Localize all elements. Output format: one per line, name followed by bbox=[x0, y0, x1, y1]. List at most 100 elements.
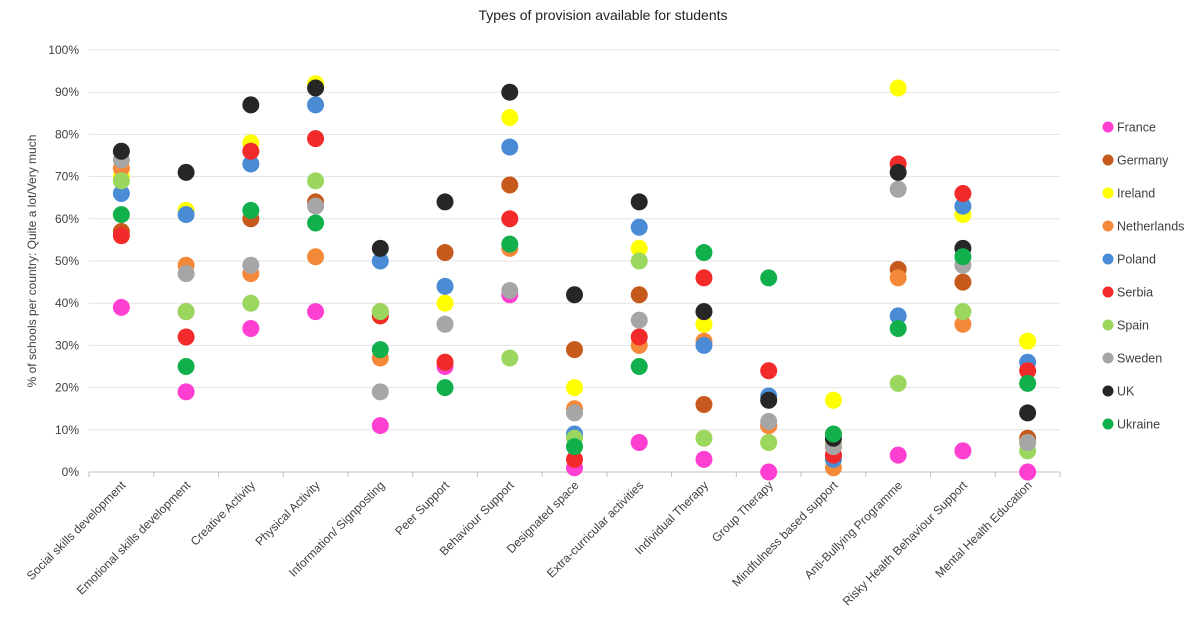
data-point-ukraine bbox=[112, 206, 130, 224]
y-tick-label: 100% bbox=[48, 43, 79, 57]
data-point-serbia bbox=[436, 353, 454, 371]
data-point-france bbox=[371, 417, 389, 435]
data-point-spain bbox=[954, 303, 972, 321]
y-tick-label: 80% bbox=[55, 127, 79, 141]
legend-marker-germany bbox=[1102, 154, 1114, 166]
data-point-ukraine bbox=[954, 248, 972, 266]
legend-label-serbia: Serbia bbox=[1117, 286, 1153, 300]
data-point-serbia bbox=[177, 328, 195, 346]
data-point-sweden bbox=[436, 315, 454, 333]
data-point-spain bbox=[760, 433, 778, 451]
data-point-ukraine bbox=[760, 269, 778, 287]
data-point-sweden bbox=[760, 412, 778, 430]
data-point-spain bbox=[242, 294, 260, 312]
data-point-serbia bbox=[112, 227, 130, 245]
data-point-sweden bbox=[307, 197, 325, 215]
y-axis-title: % of schools per country: Quite a lot/Ve… bbox=[25, 135, 39, 388]
chart-title: Types of provision available for student… bbox=[478, 7, 727, 23]
data-point-ukraine bbox=[177, 358, 195, 375]
data-point-ireland bbox=[1019, 332, 1037, 350]
data-point-ireland bbox=[436, 294, 454, 312]
data-point-serbia bbox=[695, 269, 713, 287]
data-point-poland bbox=[112, 184, 130, 202]
data-point-serbia bbox=[954, 184, 972, 202]
legend-label-ukraine: Ukraine bbox=[1117, 418, 1160, 432]
data-point-spain bbox=[177, 303, 195, 321]
data-point-uk bbox=[695, 303, 713, 321]
y-axis-ticks: 0% 10% 20% 30% 40% 50% 60% 70% 80% 90% 100% bbox=[48, 43, 79, 479]
x-tick-label: Risky Health Behaviour Support bbox=[840, 478, 971, 609]
data-point-spain bbox=[889, 374, 907, 392]
data-point-poland bbox=[695, 336, 713, 354]
data-point-sweden bbox=[1019, 433, 1037, 451]
data-point-germany bbox=[630, 286, 648, 304]
data-point-france bbox=[307, 303, 325, 321]
y-tick-label: 60% bbox=[55, 212, 79, 226]
data-point-sweden bbox=[371, 383, 389, 401]
data-point-poland bbox=[371, 252, 389, 270]
data-point-poland bbox=[177, 206, 195, 224]
data-point-ireland bbox=[695, 315, 713, 333]
data-point-sweden bbox=[242, 256, 260, 274]
data-point-germany bbox=[566, 341, 583, 359]
data-point-ukraine bbox=[889, 320, 907, 338]
legend: France Germany Ireland Netherlands Poland Ser… bbox=[1102, 121, 1184, 432]
data-point-serbia bbox=[307, 130, 325, 148]
y-tick-label: 50% bbox=[55, 254, 79, 268]
data-point-uk bbox=[436, 193, 454, 211]
data-point-sweden bbox=[501, 282, 519, 300]
data-point-spain bbox=[371, 303, 389, 321]
data-point-poland bbox=[501, 138, 519, 156]
x-tick-label: Physical Activity bbox=[252, 478, 322, 548]
data-point-spain bbox=[501, 349, 519, 367]
data-point-uk bbox=[307, 79, 325, 97]
data-point-ireland bbox=[824, 391, 842, 409]
data-point-ukraine bbox=[1019, 374, 1037, 392]
data-point-france bbox=[760, 463, 778, 481]
data-point-uk bbox=[1019, 404, 1037, 422]
data-point-serbia bbox=[566, 450, 583, 468]
legend-marker-france bbox=[1102, 121, 1114, 133]
legend-label-netherlands: Netherlands bbox=[1117, 220, 1184, 234]
data-point-germany bbox=[954, 273, 972, 291]
data-point-uk bbox=[566, 286, 583, 304]
legend-marker-serbia bbox=[1102, 286, 1114, 298]
data-point-serbia bbox=[501, 210, 519, 228]
data-point-france bbox=[695, 450, 713, 468]
x-tick-label: Peer Support bbox=[392, 478, 452, 538]
data-point-serbia bbox=[242, 142, 260, 160]
legend-label-france: France bbox=[1117, 121, 1156, 135]
data-point-spain bbox=[695, 429, 713, 447]
x-tick-label: Mindfulness based support bbox=[729, 478, 841, 590]
legend-marker-ireland bbox=[1102, 187, 1114, 199]
legend-label-sweden: Sweden bbox=[1117, 352, 1162, 366]
data-point-ireland bbox=[630, 239, 648, 257]
legend-label-ireland: Ireland bbox=[1117, 187, 1155, 201]
data-point-ukraine bbox=[371, 341, 389, 359]
data-point-uk bbox=[501, 83, 519, 101]
data-point-ukraine bbox=[695, 244, 713, 262]
data-point-germany bbox=[695, 395, 713, 413]
y-tick-label: 10% bbox=[55, 423, 79, 437]
data-points bbox=[112, 75, 1037, 481]
legend-marker-poland bbox=[1102, 253, 1114, 265]
data-point-uk bbox=[630, 193, 648, 211]
legend-label-uk: UK bbox=[1117, 385, 1135, 399]
data-point-france bbox=[1019, 463, 1037, 481]
legend-marker-netherlands bbox=[1102, 220, 1114, 232]
data-point-serbia bbox=[760, 362, 778, 380]
data-point-poland bbox=[307, 96, 325, 114]
legend-marker-sweden bbox=[1102, 352, 1114, 364]
y-tick-label: 40% bbox=[55, 296, 79, 310]
data-point-ukraine bbox=[566, 438, 583, 456]
data-point-netherlands bbox=[954, 315, 972, 333]
data-point-sweden bbox=[630, 311, 648, 329]
data-point-ukraine bbox=[501, 235, 519, 253]
legend-label-spain: Spain bbox=[1117, 319, 1149, 333]
y-tick-label: 30% bbox=[55, 338, 79, 352]
x-tick-label: Emotional skills development bbox=[74, 478, 194, 598]
data-point-uk bbox=[889, 163, 907, 181]
legend-marker-spain bbox=[1102, 319, 1114, 331]
